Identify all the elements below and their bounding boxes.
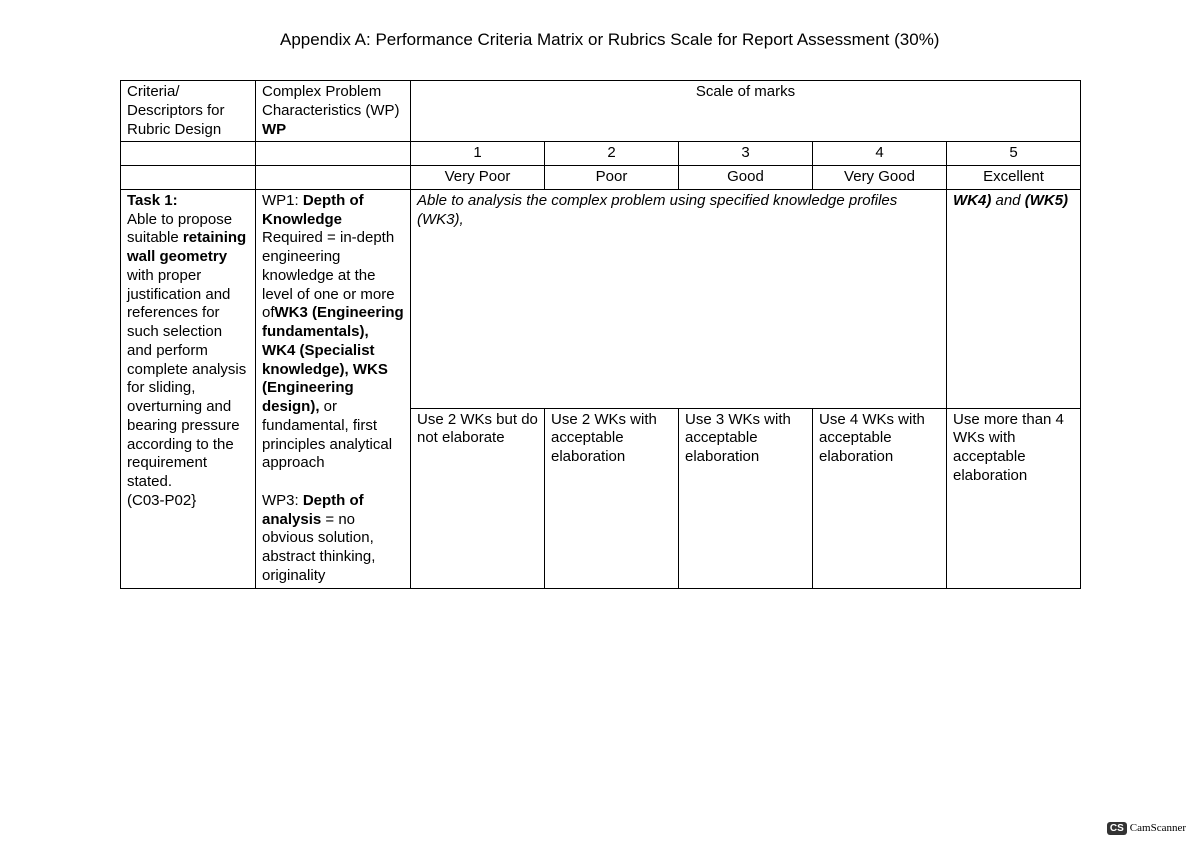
scale-num: 3	[679, 142, 813, 166]
banner-right: WK4) and (WK5)	[947, 189, 1081, 408]
cell-very-poor: Use 2 WKs but do not elaborate	[411, 408, 545, 588]
hdr-wp: Complex Problem Characteristics (WP) WP	[256, 81, 411, 142]
scale-label: Very Poor	[411, 166, 545, 190]
scale-num: 4	[813, 142, 947, 166]
banner-left: Able to analysis the complex problem usi…	[411, 189, 947, 408]
blank	[121, 166, 256, 190]
scale-num: 5	[947, 142, 1081, 166]
scale-num: 1	[411, 142, 545, 166]
hdr-criteria: Criteria/ Descriptors for Rubric Design	[121, 81, 256, 142]
task1-wp: WP1: Depth of Knowledge Required = in-de…	[256, 189, 411, 588]
blank	[256, 142, 411, 166]
cs-icon: CS	[1107, 822, 1127, 835]
page-title: Appendix A: Performance Criteria Matrix …	[280, 30, 1150, 50]
scale-label-row: Very Poor Poor Good Very Good Excellent	[121, 166, 1081, 190]
task1-banner-row: Task 1: Able to propose suitable retaini…	[121, 189, 1081, 408]
task1-criteria: Task 1: Able to propose suitable retaini…	[121, 189, 256, 588]
cell-very-good: Use 4 WKs with acceptable elaboration	[813, 408, 947, 588]
scale-label: Excellent	[947, 166, 1081, 190]
hdr-scale: Scale of marks	[411, 81, 1081, 142]
scale-num-row: 1 2 3 4 5	[121, 142, 1081, 166]
blank	[256, 166, 411, 190]
scale-label: Very Good	[813, 166, 947, 190]
scale-label: Poor	[545, 166, 679, 190]
scale-label: Good	[679, 166, 813, 190]
blank	[121, 142, 256, 166]
cell-excellent: Use more than 4 WKs with acceptable elab…	[947, 408, 1081, 588]
scanner-watermark: CSCamScanner	[1107, 822, 1186, 835]
scale-num: 2	[545, 142, 679, 166]
cell-poor: Use 2 WKs with acceptable elaboration	[545, 408, 679, 588]
cell-good: Use 3 WKs with acceptable elaboration	[679, 408, 813, 588]
rubric-table: Criteria/ Descriptors for Rubric Design …	[120, 80, 1081, 589]
header-row: Criteria/ Descriptors for Rubric Design …	[121, 81, 1081, 142]
